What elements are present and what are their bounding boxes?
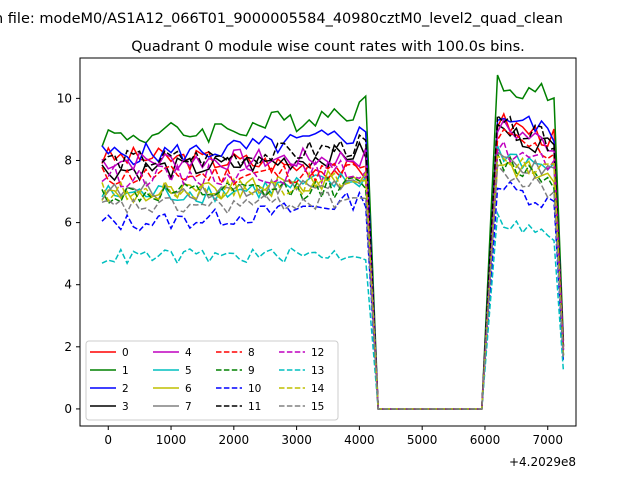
legend-label-14: 14 [311, 383, 325, 395]
plot-frame [79, 57, 577, 427]
legend-label-10: 10 [248, 383, 261, 395]
legend-frame [85, 340, 339, 421]
legend-label-5: 5 [185, 365, 192, 377]
y-tick-label: 0 [64, 402, 72, 416]
y-tick-label: 4 [64, 278, 72, 292]
legend-label-2: 2 [122, 383, 129, 395]
x-offset-label: +4.2029e8 [509, 455, 576, 469]
legend-label-13: 13 [311, 365, 324, 377]
legend-label-6: 6 [185, 383, 192, 395]
legend-label-1: 1 [122, 365, 129, 377]
y-axis: 0 2 4 6 8 10 [57, 91, 80, 416]
series-line-14 [101, 155, 565, 410]
series-line-15 [101, 163, 565, 410]
y-tick-label: 10 [57, 91, 72, 105]
y-tick-label: 2 [64, 340, 72, 354]
x-tick-label: 0 [104, 433, 112, 447]
x-tick-label: 2000 [219, 433, 250, 447]
x-tick-label: 3000 [281, 433, 312, 447]
x-axis: 0 1000 2000 3000 4000 5000 6000 7000 [104, 426, 563, 447]
legend-label-11: 11 [248, 401, 261, 413]
series-line-11 [101, 113, 565, 410]
legend-label-4: 4 [185, 347, 192, 359]
x-tick-label: 1000 [156, 433, 187, 447]
y-tick-label: 6 [64, 216, 72, 230]
legend-label-3: 3 [122, 401, 129, 413]
x-tick-label: 4000 [344, 433, 375, 447]
legend-label-9: 9 [248, 365, 255, 377]
y-tick-label: 8 [64, 153, 72, 167]
chart-title: Quadrant 0 module wise count rates with … [131, 39, 525, 55]
legend-label-0: 0 [122, 347, 129, 359]
x-tick-label: 6000 [470, 433, 501, 447]
legend-label-8: 8 [248, 347, 255, 359]
plot-lines [101, 74, 565, 410]
figure-suptitle: n file: modeM0/AS1A12_066T01_9000005584_… [0, 11, 563, 27]
legend-label-12: 12 [311, 347, 324, 359]
legend-label-15: 15 [311, 401, 324, 413]
x-tick-label: 5000 [407, 433, 438, 447]
x-tick-label: 7000 [532, 433, 563, 447]
legend-label-7: 7 [185, 401, 192, 413]
